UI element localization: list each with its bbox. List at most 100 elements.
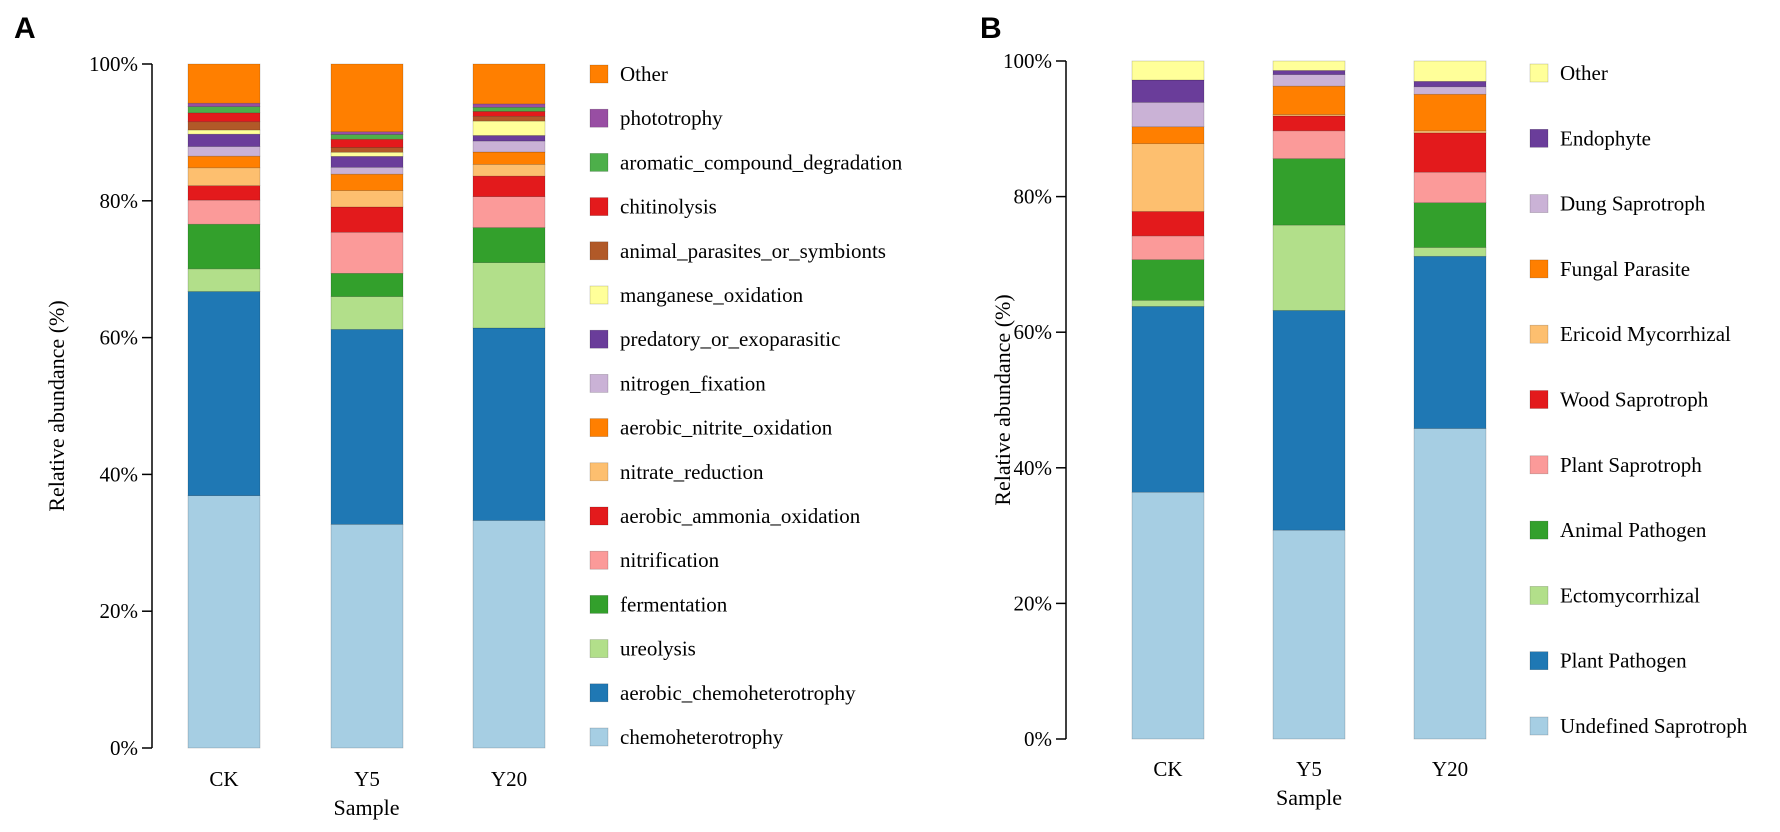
panel-a-legend-swatch (589, 329, 609, 349)
panel-b-x-axis-label: Sample (1276, 785, 1342, 810)
panel-b-legend-swatch (1529, 63, 1549, 83)
panel-a-bar-ck-segment-4 (187, 199, 261, 225)
panel-b-legend-label: Wood Saprotroph (1560, 388, 1709, 412)
panel-b-bar-ck-segment-4 (1131, 235, 1205, 260)
panel-a-bar-y5-segment-12 (330, 138, 404, 148)
panel-a-legend-swatch (589, 374, 609, 393)
panel-a-bar-y5-segment-13 (330, 134, 404, 140)
panel-b-y-axis-label: Relative abundance (%) (990, 294, 1015, 505)
panel-a-legend-swatch (589, 108, 609, 128)
panel-a-bar-y20-segment-9 (472, 135, 546, 142)
panel-b-bar-ck-segment-3 (1131, 259, 1205, 301)
panel-b-x-tick-label: CK (1153, 757, 1182, 781)
panel-a-bar-y5-segment-11 (330, 147, 404, 153)
panel-a-legend-swatch (589, 462, 609, 482)
panel-b-legend-label: Plant Saprotroph (1560, 453, 1702, 477)
panel-b-bar-ck-segment-6 (1131, 143, 1205, 212)
panel-a-legend-label: manganese_oxidation (620, 283, 804, 307)
panel-b-bar-y20-segment-10 (1413, 60, 1487, 82)
panel-a-bar-y20-segment-6 (472, 164, 546, 177)
panel-b-bar-y5-segment-8 (1272, 74, 1346, 87)
panel-b-legend-swatch (1529, 259, 1549, 279)
panel-b-legend-swatch (1529, 651, 1549, 671)
panel-a-legend-swatch (589, 727, 609, 747)
panel-b-legend-label: Ectomycorrhizal (1560, 583, 1700, 607)
panel-b-legend-label: Dung Saprotroph (1560, 192, 1706, 216)
panel-b-bar-y5-segment-4 (1272, 130, 1346, 159)
panel-a-bar-ck-segment-11 (187, 121, 261, 131)
panel-b-bar-y20-segment-2 (1413, 247, 1487, 257)
panel-b-legend-swatch (1529, 390, 1549, 409)
panel-a-bar-y5-segment-4 (330, 231, 404, 274)
panel-a-bar-ck-segment-6 (187, 167, 261, 186)
panel-b-legend-swatch (1529, 586, 1549, 605)
panel-a-bar-y5-segment-6 (330, 190, 404, 208)
panel-a-legend-swatch (589, 506, 609, 526)
panel-b-bar-y5-segment-0 (1272, 529, 1346, 740)
panel-a-bar-ck-segment-10 (187, 129, 261, 135)
panel-a-legend-swatch (589, 64, 609, 84)
panel-a-bar-ck-segment-9 (187, 133, 261, 147)
panel-b-bar-ck-segment-10 (1131, 60, 1205, 81)
panel-a-legend-swatch (589, 639, 609, 658)
panel-a-legend-swatch (589, 285, 609, 305)
panel-a-legend-swatch (589, 241, 609, 261)
panel-b-legend-label: Animal Pathogen (1560, 518, 1707, 542)
panel-a-bar-y5-segment-9 (330, 156, 404, 168)
panel-a-y-axis-label: Relative abundance (%) (44, 300, 69, 511)
panel-a-bar-y20-segment-8 (472, 140, 546, 153)
panel-a-legend-label: aerobic_ammonia_oxidation (620, 504, 861, 528)
panel-b-bar-y20-segment-3 (1413, 202, 1487, 248)
panel-b-legend-swatch (1529, 129, 1549, 148)
panel-b-bar-y20-segment-6 (1413, 130, 1487, 134)
panel-a-y-tick-label: 60% (100, 326, 139, 350)
panel-a-bar-ck-segment-5 (187, 185, 261, 201)
panel-b-legend-swatch (1529, 520, 1549, 540)
chart-panel-a: 0% 20% 40% 60% 80% 100% Relative abundance (%)… (44, 52, 903, 820)
panel-a-bar-y20-segment-13 (472, 107, 546, 112)
panel-a-bar-y20-segment-7 (472, 151, 546, 165)
panel-a-bar-y20-segment-3 (472, 227, 546, 263)
panel-a-bar-ck-segment-3 (187, 223, 261, 270)
panel-a-legend-swatch (589, 418, 609, 437)
panel-b-bar-y20-segment-1 (1413, 255, 1487, 429)
panel-b-legend-label: Fungal Parasite (1560, 257, 1690, 281)
panel-a-bar-y5-segment-3 (330, 273, 404, 297)
panel-a-legend-label: nitrification (620, 548, 720, 572)
panel-a-bar-y5-segment-10 (330, 151, 404, 157)
panel-a-bar-ck-segment-15 (187, 63, 261, 104)
panel-a-y-tick-label: 20% (100, 599, 139, 623)
panel-a-y-tick-label: 80% (100, 189, 139, 213)
panel-a-bar-y20-segment-4 (472, 196, 546, 228)
panel-letter-b: B (980, 12, 1002, 45)
panel-a-x-tick-label: CK (209, 767, 238, 791)
panel-a-bar-y20-segment-0 (472, 520, 546, 749)
panel-a-bar-y20-segment-14 (472, 103, 546, 108)
panel-a-legend-swatch (589, 550, 609, 570)
panel-a-legend-label: animal_parasites_or_symbionts (620, 239, 886, 263)
panel-b-y-tick-label: 40% (1014, 456, 1053, 480)
panel-b-bar-ck-segment-2 (1131, 300, 1205, 307)
panel-letter-a: A (14, 12, 36, 45)
panel-b-y-tick-label: 0% (1024, 727, 1052, 751)
panel-a-legend-swatch (589, 197, 609, 216)
panel-b-legend-label: Endophyte (1560, 126, 1651, 150)
panel-a-bar-y20-segment-1 (472, 327, 546, 521)
panel-a-bar-y5-segment-7 (330, 173, 404, 191)
panel-b-x-tick-label: Y5 (1296, 757, 1322, 781)
panel-b-bar-y5-segment-1 (1272, 310, 1346, 531)
panel-b-x-tick-label: Y20 (1432, 757, 1468, 781)
panel-a-bar-y20-segment-15 (472, 63, 546, 105)
panel-b-bar-y20-segment-9 (1413, 81, 1487, 88)
panel-a-bar-ck-segment-12 (187, 112, 261, 123)
panel-b-legend-swatch (1529, 716, 1549, 736)
panel-a-legend-label: nitrate_reduction (620, 460, 764, 484)
panel-b-bar-y20-segment-7 (1413, 93, 1487, 132)
panel-a-x-tick-label: Y5 (354, 767, 380, 791)
panel-a-legend-label: chitinolysis (620, 195, 717, 219)
panel-b-legend-swatch (1529, 324, 1549, 344)
panel-a-y-tick-label: 40% (100, 462, 139, 486)
panel-b-y-tick-label: 60% (1014, 320, 1053, 344)
panel-b-legend-label: Other (1560, 61, 1608, 85)
